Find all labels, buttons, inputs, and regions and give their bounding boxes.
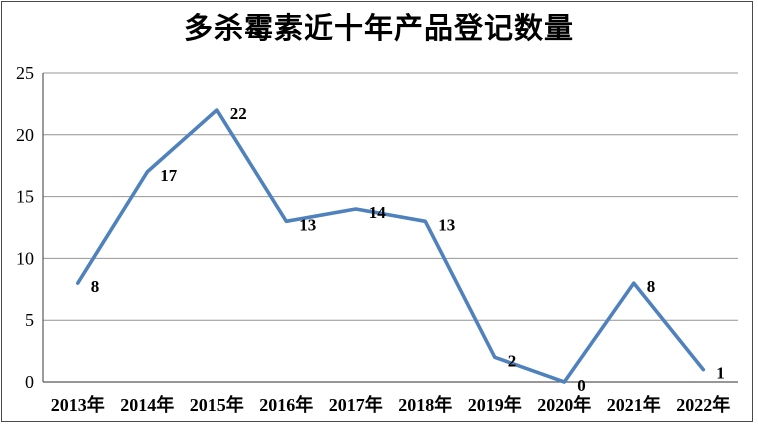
y-tick-label: 15 xyxy=(16,187,34,207)
data-point-label: 0 xyxy=(577,376,586,395)
x-tick-label: 2021年 xyxy=(607,394,661,415)
y-tick-label: 20 xyxy=(16,125,34,145)
x-tick-label: 2014年 xyxy=(120,394,174,415)
data-point-label: 2 xyxy=(508,351,517,370)
data-point-label: 8 xyxy=(647,277,656,296)
y-tick-label: 10 xyxy=(16,248,34,268)
x-tick-label: 2022年 xyxy=(676,394,730,415)
x-tick-label: 2016年 xyxy=(259,394,313,415)
data-point-label: 1 xyxy=(716,364,725,383)
data-point-label: 17 xyxy=(160,166,178,185)
x-tick-label: 2017年 xyxy=(329,394,383,415)
data-series-line xyxy=(76,108,706,384)
y-tick-label: 25 xyxy=(16,63,34,83)
data-point-label: 22 xyxy=(230,104,247,123)
x-tick-label: 2020年 xyxy=(537,394,591,415)
data-point-label: 14 xyxy=(369,203,387,222)
chart-title: 多杀霉素近十年产品登记数量 xyxy=(183,13,574,45)
y-tick-label: 0 xyxy=(25,372,34,392)
x-tick-label: 2019年 xyxy=(468,394,522,415)
data-point-label: 8 xyxy=(91,277,100,296)
x-tick-label: 2013年 xyxy=(51,394,105,415)
x-tick-label: 2015年 xyxy=(190,394,244,415)
x-tick-label: 2018年 xyxy=(398,394,452,415)
data-point-label: 13 xyxy=(438,215,455,234)
data-point-label: 13 xyxy=(299,215,316,234)
y-tick-label: 5 xyxy=(25,310,34,330)
